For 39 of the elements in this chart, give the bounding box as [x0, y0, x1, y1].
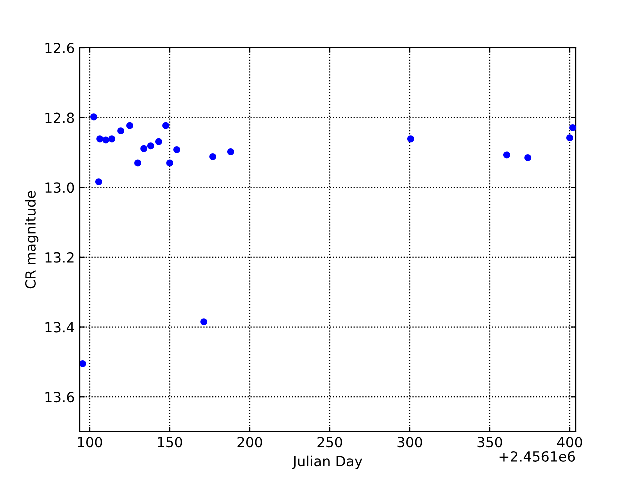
- point: [134, 160, 142, 167]
- point: [210, 153, 217, 160]
- text: +2.4561e6: [500, 451, 576, 462]
- point: [407, 136, 414, 143]
- point: [570, 124, 576, 132]
- point: [166, 160, 174, 167]
- point: [118, 128, 125, 135]
- y-tick-label: 12.6: [46, 42, 74, 54]
- x-tick-label: 100: [78, 437, 102, 448]
- point: [503, 152, 510, 159]
- y-tick-label: 13.6: [46, 392, 74, 403]
- y-tick-label: 13.4: [46, 322, 74, 333]
- point: [108, 136, 116, 143]
- point: [524, 154, 532, 162]
- point: [80, 360, 86, 368]
- point: [162, 122, 170, 130]
- point: [566, 134, 574, 142]
- y-tick-label: 12.8: [46, 112, 74, 124]
- point: [90, 114, 98, 121]
- point: [155, 138, 162, 146]
- point: [96, 136, 104, 143]
- y-tick-label: 13.2: [46, 252, 74, 263]
- point: [227, 148, 234, 156]
- x-axis-title: Julian Day: [292, 456, 362, 470]
- x-tick-label: 300: [398, 437, 422, 448]
- y-tick-label: 13.0: [46, 182, 74, 194]
- point: [102, 136, 110, 144]
- x-tick-label: 150: [158, 437, 182, 448]
- x-tick-label: 400: [557, 437, 582, 448]
- point: [95, 178, 102, 186]
- point: [200, 318, 208, 326]
- point: [174, 146, 181, 154]
- point: [126, 122, 134, 130]
- x-tick-label: 200: [238, 437, 262, 448]
- point: [147, 142, 154, 150]
- y-axis-title: CR magnitude: [25, 191, 39, 289]
- point: [140, 145, 148, 152]
- x-tick-label: 350: [478, 437, 502, 448]
- x-tick-label: 250: [318, 437, 342, 448]
